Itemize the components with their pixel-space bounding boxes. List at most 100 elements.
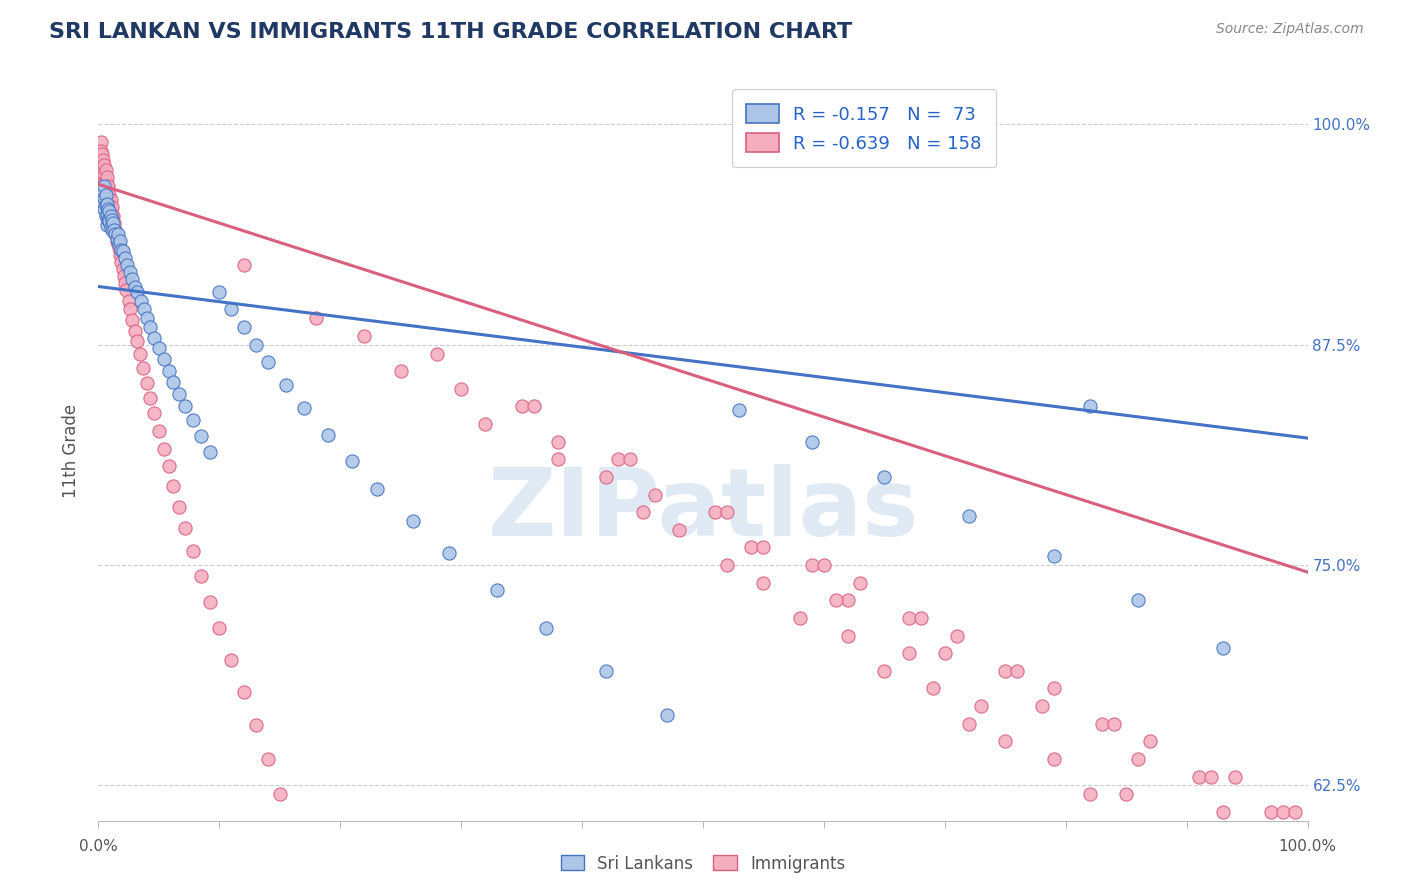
- Point: [897, 611, 920, 625]
- Point: [91, 187, 114, 202]
- Point: [1042, 549, 1064, 564]
- Point: [789, 611, 811, 625]
- Point: [98, 187, 121, 202]
- Point: [813, 558, 835, 572]
- Point: [121, 313, 143, 327]
- Point: [128, 346, 150, 360]
- Point: [103, 225, 125, 239]
- Point: [103, 223, 125, 237]
- Point: [93, 179, 115, 194]
- Point: [98, 203, 121, 218]
- Text: 100.0%: 100.0%: [1278, 839, 1337, 855]
- Point: [124, 279, 146, 293]
- Legend: Sri Lankans, Immigrants: Sri Lankans, Immigrants: [554, 848, 852, 880]
- Point: [631, 505, 654, 519]
- Point: [127, 285, 149, 299]
- Point: [1212, 805, 1234, 819]
- Point: [181, 544, 204, 558]
- Point: [655, 707, 678, 722]
- Point: [91, 161, 114, 176]
- Point: [103, 216, 125, 230]
- Point: [127, 334, 149, 348]
- Point: [94, 209, 117, 223]
- Point: [93, 176, 115, 190]
- Point: [94, 163, 117, 178]
- Point: [124, 324, 146, 338]
- Point: [96, 196, 118, 211]
- Point: [523, 400, 546, 414]
- Point: [162, 479, 184, 493]
- Text: Source: ZipAtlas.com: Source: ZipAtlas.com: [1216, 22, 1364, 37]
- Point: [716, 558, 738, 572]
- Point: [90, 135, 112, 149]
- Point: [1031, 699, 1053, 714]
- Point: [221, 653, 243, 667]
- Point: [426, 346, 449, 360]
- Point: [921, 681, 943, 696]
- Point: [139, 320, 162, 334]
- Point: [148, 424, 170, 438]
- Point: [98, 214, 121, 228]
- Point: [1115, 787, 1137, 801]
- Point: [342, 454, 364, 468]
- Point: [174, 521, 197, 535]
- Point: [100, 209, 122, 223]
- Point: [728, 403, 751, 417]
- Point: [1091, 716, 1114, 731]
- Point: [114, 252, 136, 266]
- Point: [100, 223, 122, 237]
- Point: [366, 482, 388, 496]
- Point: [91, 156, 114, 170]
- Point: [292, 401, 315, 416]
- Point: [98, 196, 121, 211]
- Point: [1007, 664, 1029, 678]
- Point: [256, 355, 278, 369]
- Point: [98, 205, 121, 219]
- Point: [1223, 770, 1246, 784]
- Point: [157, 364, 180, 378]
- Point: [108, 241, 131, 255]
- Point: [117, 259, 139, 273]
- Point: [1199, 770, 1222, 784]
- Point: [105, 227, 128, 241]
- Point: [1042, 681, 1064, 696]
- Point: [752, 541, 775, 555]
- Point: [169, 387, 191, 401]
- Point: [437, 546, 460, 560]
- Point: [129, 293, 152, 308]
- Point: [274, 378, 297, 392]
- Point: [115, 283, 138, 297]
- Point: [353, 329, 375, 343]
- Point: [105, 235, 128, 250]
- Point: [402, 514, 425, 528]
- Point: [547, 434, 569, 449]
- Point: [994, 734, 1017, 748]
- Point: [108, 234, 131, 248]
- Point: [1078, 787, 1101, 801]
- Point: [595, 470, 617, 484]
- Legend: R = -0.157   N =  73, R = -0.639   N = 158: R = -0.157 N = 73, R = -0.639 N = 158: [733, 89, 997, 167]
- Point: [486, 582, 509, 597]
- Point: [232, 320, 254, 334]
- Point: [162, 375, 184, 389]
- Point: [547, 452, 569, 467]
- Point: [825, 593, 848, 607]
- Point: [619, 452, 641, 467]
- Point: [110, 243, 132, 257]
- Point: [111, 261, 134, 276]
- Point: [108, 248, 131, 262]
- Point: [91, 196, 114, 211]
- Point: [181, 413, 204, 427]
- Point: [114, 276, 136, 290]
- Point: [837, 629, 859, 643]
- Point: [97, 187, 120, 202]
- Point: [232, 259, 254, 273]
- Text: ZIPatlas: ZIPatlas: [488, 464, 918, 556]
- Point: [93, 191, 115, 205]
- Point: [174, 400, 197, 414]
- Point: [510, 400, 533, 414]
- Point: [96, 189, 118, 203]
- Point: [607, 452, 630, 467]
- Point: [897, 646, 920, 660]
- Point: [118, 302, 141, 317]
